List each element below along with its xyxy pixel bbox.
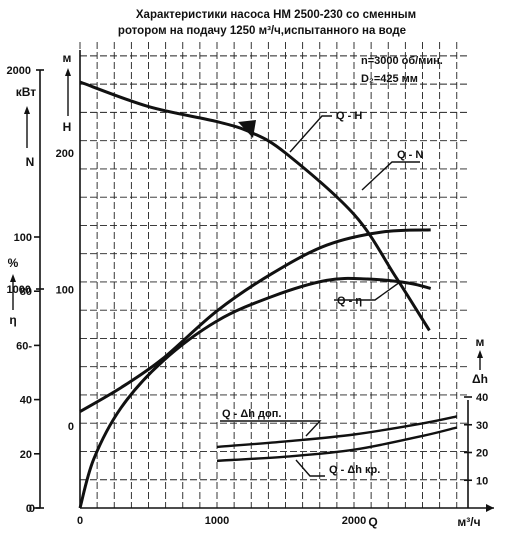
h-axis-tick-label: 100 — [56, 285, 74, 297]
q-axis-name: Q — [368, 515, 377, 529]
dh-axis-tick-label: 30 — [476, 420, 488, 432]
n-axis-unit: кВт — [16, 85, 37, 99]
h-axis-arrow-head — [65, 68, 71, 76]
n-axis-tick-label: 2000 — [7, 65, 31, 77]
q-h-curve — [79, 80, 431, 332]
eta-axis-name: η — [9, 313, 16, 327]
q-h-label-leader — [289, 115, 332, 153]
design-point-marker — [238, 120, 256, 138]
speed-note: n=3000 об/мин. — [361, 55, 443, 67]
n-axis-name: N — [26, 155, 35, 169]
q-axis-tick-label: 2000 — [342, 515, 366, 527]
h-axis-name: H — [63, 120, 72, 134]
q-axis-tick-label: 1000 — [205, 515, 229, 527]
dh-axis-tick-label: 40 — [476, 392, 488, 404]
q-axis-unit: м³/ч — [457, 515, 480, 529]
eta-axis-tick-label: 80 — [20, 286, 32, 298]
h-axis-tick-label: 200 — [56, 148, 74, 160]
chart-title-line2: ротором на подачу 1250 м³/ч,испытанного … — [118, 25, 406, 37]
eta-axis-arrow-head — [10, 274, 16, 282]
q-dh-allowable-curve — [216, 415, 458, 449]
chart-title-line1: Характеристики насоса НМ 2500-230 со сме… — [136, 9, 416, 21]
q-axis-arrow — [486, 504, 494, 512]
eta-axis-tick-label: 20 — [20, 449, 32, 461]
q-dh-allowable-label: Q - Δh доп. — [222, 408, 281, 420]
dh-axis-tick-label: 20 — [476, 448, 488, 460]
dh-axis-unit: м — [476, 335, 485, 349]
q-dh-allowable-label-leader — [220, 420, 322, 437]
n-axis-tick-label: 1000 — [7, 284, 31, 296]
eta-axis-tick-label: 60- — [16, 340, 32, 352]
h-axis-tick-label: 0 — [68, 421, 74, 433]
q-h-label: Q - H — [336, 110, 362, 122]
q-axis-tick-label: 0 — [77, 515, 83, 527]
eta-axis-unit: % — [8, 256, 19, 270]
q-eta-curve — [78, 276, 432, 509]
q-n-label-leader — [361, 161, 420, 191]
chart-series: Q - H Q - N Q - η Q - Δh доп. Q - Δh кр. — [78, 80, 458, 509]
q-eta-label: Q - η — [337, 295, 362, 307]
q-n-curve — [79, 228, 431, 413]
h-axis-unit: м — [63, 51, 72, 65]
q-dh-critical-label: Q - Δh кр. — [329, 464, 380, 476]
dh-axis-name: Δh — [472, 372, 488, 386]
dh-axis-tick-label: 10 — [476, 475, 488, 487]
q-dh-critical-label-leader — [295, 459, 325, 477]
n-axis-tick-label: 0 — [29, 503, 35, 515]
eta-axis-tick-label: 100 — [14, 232, 32, 244]
eta-axis-tick-label: 0 — [26, 503, 32, 515]
eta-axis-tick-label: 40 — [20, 395, 32, 407]
q-n-label: Q - N — [397, 149, 423, 161]
dh-axis-arrow-head — [477, 350, 483, 358]
q-eta-label-leader — [334, 281, 401, 301]
q-dh-critical-curve — [216, 426, 458, 462]
n-axis-arrow-head — [24, 106, 30, 114]
chart-grid — [79, 42, 468, 508]
impeller-diameter-note: D₂=425 мм — [361, 73, 418, 85]
